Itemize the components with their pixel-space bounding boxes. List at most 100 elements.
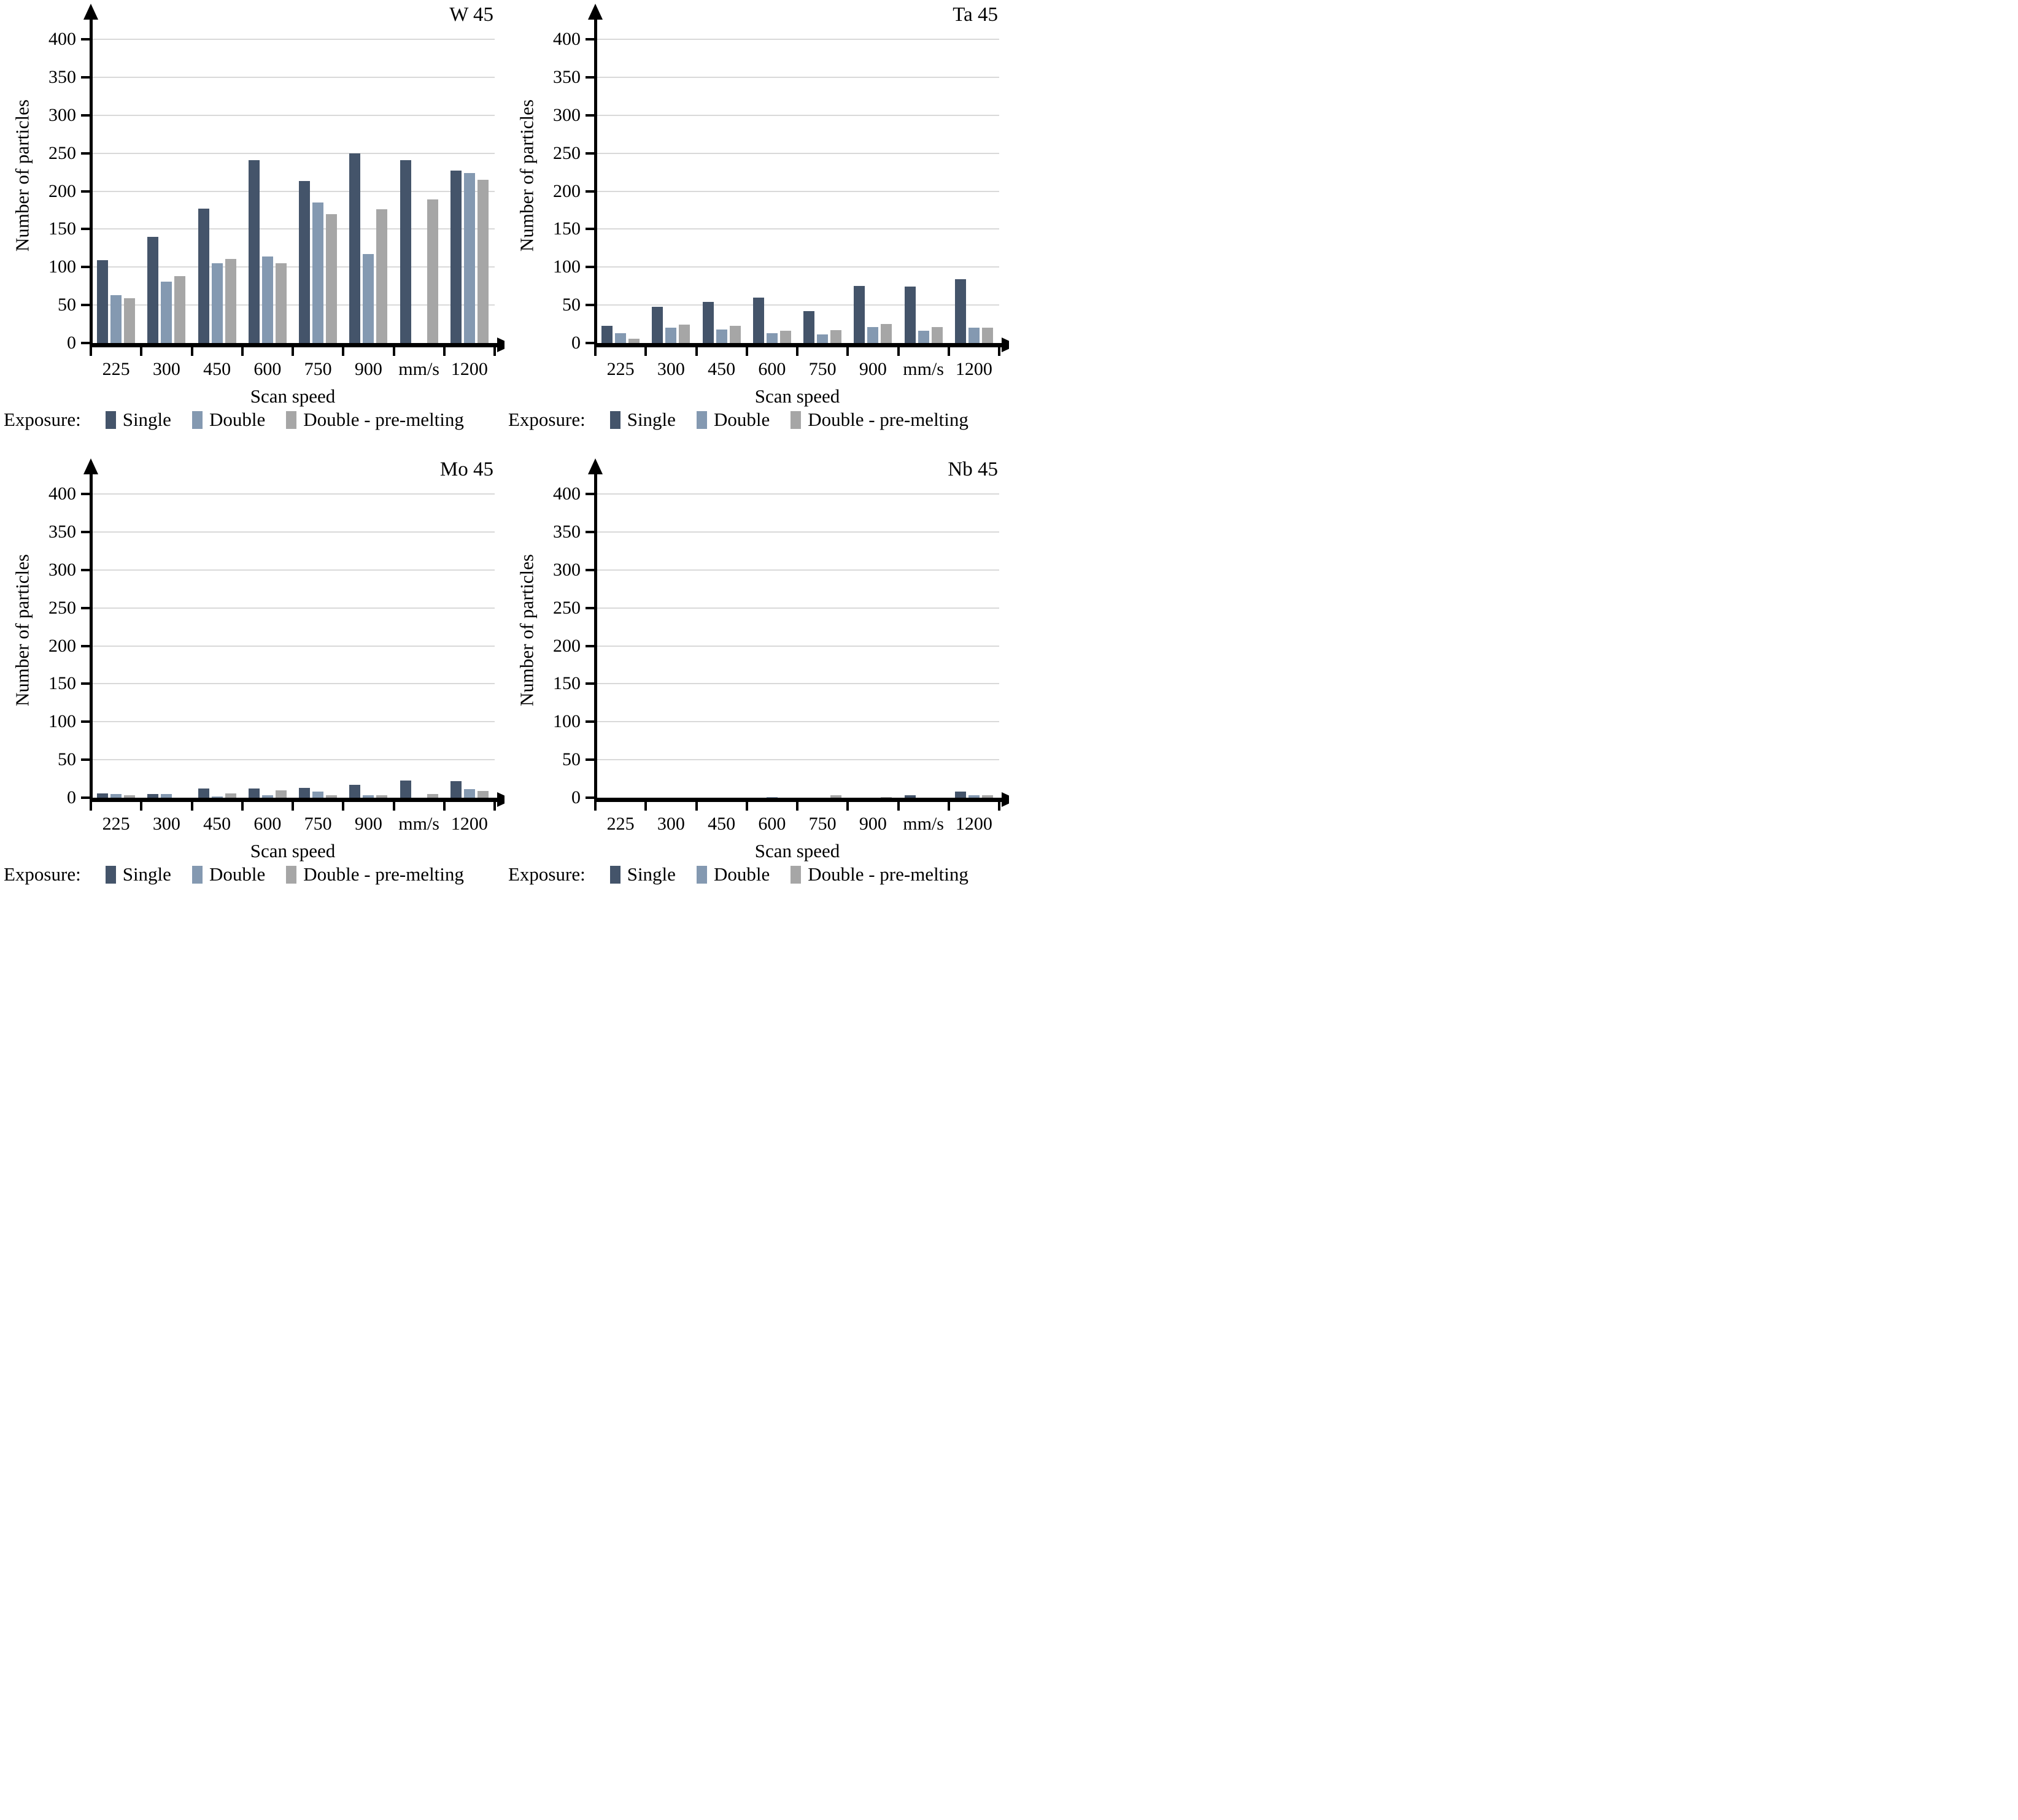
x-tick-label-mm-s: mm/s (398, 359, 439, 379)
gridline-300 (595, 114, 999, 116)
gridline-250 (91, 152, 495, 154)
y-tick-label-250: 250 (48, 142, 76, 163)
y-axis-label: Number of particles (516, 99, 538, 252)
legend-item-label: Double - pre-melting (303, 409, 464, 430)
chart-title: Mo 45 (439, 458, 493, 480)
bar-double-225 (110, 295, 122, 343)
x-tick-label-mm-s: mm/s (903, 359, 944, 379)
x-tick-mark-4 (796, 347, 798, 356)
legend-swatch-icon (191, 411, 203, 429)
x-tick-mark-8 (998, 347, 1000, 356)
bar-double-1200 (463, 789, 475, 798)
legend-item-double-pre-melting: Double - pre-melting (286, 409, 464, 431)
x-axis-label: Scan speed (250, 385, 336, 407)
chart-panel-ta-45: Number of particles 0 50 100 150 200 250 300 350… (505, 0, 1009, 455)
y-axis-line (90, 12, 93, 343)
gridline-250 (91, 607, 495, 609)
legend-swatch-icon (791, 411, 802, 429)
y-tick-label-250: 250 (553, 142, 581, 163)
legend-item-double: Double (696, 863, 770, 885)
x-tick-label-mm-s: mm/s (398, 814, 439, 834)
x-tick-label-900: 900 (859, 359, 887, 379)
legend-swatch-icon (609, 411, 620, 429)
legend-item-label: Double - pre-melting (808, 863, 968, 885)
bar-double-1200 (463, 172, 475, 343)
x-tick-mark-1 (140, 802, 143, 811)
legend-swatch-icon (696, 411, 707, 429)
chart-panel-w-45: Number of particles 0 50 100 150 200 250 300 350… (0, 0, 505, 455)
x-tick-mark-2 (190, 802, 193, 811)
gridline-400 (595, 493, 999, 495)
legend-item-label: Single (627, 863, 676, 885)
x-tick-label-mm-s: mm/s (903, 814, 944, 834)
bar-single-1200 (450, 781, 462, 798)
x-axis-arrow-icon (497, 792, 505, 807)
x-tick-mark-5 (342, 802, 345, 811)
bar-double-pre-melting-mm-s (931, 327, 943, 343)
legend-item-double: Double (696, 409, 770, 431)
legend-swatch-icon (609, 865, 620, 884)
x-tick-label-225: 225 (102, 359, 130, 379)
bar-single-225 (97, 260, 109, 343)
bar-single-450 (702, 302, 714, 343)
bar-single-750 (299, 181, 311, 343)
bar-double-pre-melting-750 (830, 795, 842, 798)
legend-item-double-pre-melting: Double - pre-melting (791, 863, 968, 885)
bar-double-600 (766, 333, 778, 343)
bar-single-225 (601, 325, 613, 343)
legend-swatch-icon (105, 865, 116, 884)
bar-single-mm-s (904, 795, 916, 798)
gridline-50 (595, 304, 999, 306)
legend-item-label: Double (209, 863, 266, 885)
gridline-400 (91, 39, 495, 40)
x-axis-label: Scan speed (250, 840, 336, 862)
legend-item-label: Double (209, 409, 266, 430)
gridline-50 (91, 304, 495, 306)
legend-item-label: Single (627, 409, 676, 430)
legend-item-double: Double (191, 409, 266, 431)
x-axis-line (90, 798, 498, 802)
legend-item-label: Single (122, 409, 171, 430)
y-tick-label-350: 350 (553, 66, 581, 87)
legend-title: Exposure: (4, 409, 81, 430)
plot-area (595, 9, 999, 343)
y-tick-label-0: 0 (67, 333, 76, 353)
bar-double-1200 (968, 795, 980, 798)
y-tick-mark-350 (81, 530, 90, 533)
y-tick-label-400: 400 (48, 29, 76, 49)
x-tick-label-600: 600 (253, 359, 282, 379)
legend-swatch-icon (105, 411, 116, 429)
bar-single-1200 (954, 792, 966, 798)
x-tick-mark-8 (493, 802, 496, 811)
bar-double-mm-s (918, 331, 929, 343)
y-tick-mark-300 (81, 568, 90, 571)
chart-title: W 45 (449, 4, 493, 26)
y-tick-mark-350 (586, 75, 594, 79)
gridline-150 (595, 228, 999, 230)
legend-item-label: Double (713, 409, 770, 430)
legend-item-double: Double (191, 863, 266, 885)
bar-double-600 (766, 796, 778, 798)
legend-item-label: Double - pre-melting (808, 409, 968, 430)
bar-single-450 (198, 208, 209, 343)
gridline-100 (91, 266, 495, 268)
y-tick-mark-200 (81, 190, 90, 193)
bar-double-pre-melting-1200 (477, 790, 489, 798)
y-tick-mark-0 (81, 342, 90, 344)
legend-title: Exposure: (508, 409, 586, 430)
bar-double-pre-melting-450 (225, 258, 236, 343)
y-tick-mark-400 (81, 38, 90, 40)
gridline-350 (595, 531, 999, 533)
x-tick-mark-0 (90, 347, 92, 356)
legend-item-single: Single (105, 409, 171, 431)
y-tick-mark-100 (81, 720, 90, 723)
gridline-100 (91, 721, 495, 723)
y-tick-mark-350 (586, 530, 594, 533)
y-tick-mark-200 (81, 644, 90, 647)
bar-double-pre-melting-1200 (981, 328, 993, 343)
y-tick-label-100: 100 (48, 256, 76, 277)
x-tick-mark-3 (745, 802, 748, 811)
legend-item-double-pre-melting: Double - pre-melting (286, 863, 464, 885)
y-tick-mark-250 (586, 152, 594, 155)
legend: Exposure: Single Double Double - pre-meltin… (4, 863, 505, 885)
